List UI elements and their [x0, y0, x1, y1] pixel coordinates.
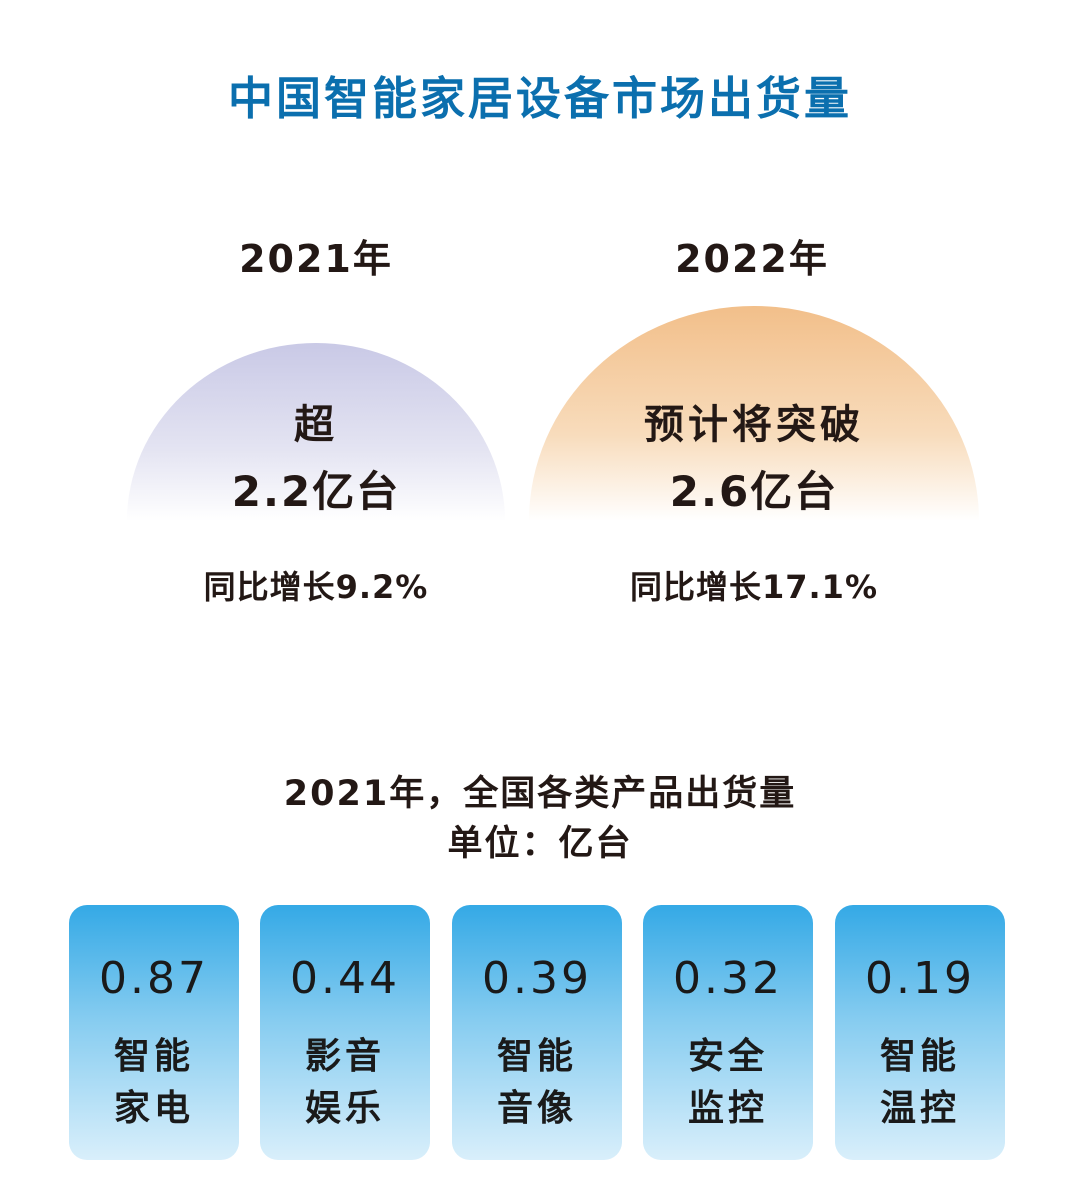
card-label-line: 安全	[687, 1036, 768, 1077]
growth-2022: 同比增长17.1%	[629, 568, 879, 606]
dome-2022-value: 2.6亿台	[669, 467, 839, 516]
card-smart-thermostat: 0.19 智能 温控	[835, 905, 1005, 1160]
card-label-line: 家电	[113, 1088, 194, 1129]
dome-2022-text: 预计将突破 2.6亿台	[529, 405, 979, 513]
card-label-line: 智能	[496, 1036, 577, 1077]
card-label-line: 影音	[304, 1036, 385, 1077]
card-value: 0.19	[865, 953, 975, 1004]
card-label-line: 智能	[113, 1036, 194, 1077]
card-label-line: 音像	[496, 1088, 577, 1129]
card-value: 0.39	[482, 953, 592, 1004]
dome-2021-text: 超 2.2亿台	[127, 405, 505, 513]
card-label: 安全 监控	[643, 1031, 813, 1135]
growth-2021: 同比增长9.2%	[203, 568, 429, 606]
card-security: 0.32 安全 监控	[643, 905, 813, 1160]
card-label: 智能 音像	[452, 1031, 622, 1135]
dome-2022-prefix: 预计将突破	[644, 402, 864, 448]
card-label: 智能 温控	[835, 1031, 1005, 1135]
card-label-line: 娱乐	[304, 1088, 385, 1129]
card-label: 影音 娱乐	[260, 1031, 430, 1135]
year-2022-label: 2022年	[675, 237, 829, 281]
card-smart-appliance: 0.87 智能 家电	[69, 905, 239, 1160]
card-label-line: 智能	[879, 1036, 960, 1077]
card-label-line: 监控	[687, 1088, 768, 1129]
dome-2021-value: 2.2亿台	[231, 467, 401, 516]
card-label: 智能 家电	[69, 1031, 239, 1135]
card-label-line: 温控	[879, 1088, 960, 1129]
breakdown-unit: 单位：亿台	[447, 824, 633, 864]
card-value: 0.44	[290, 953, 400, 1004]
dome-2021-prefix: 超	[294, 402, 338, 448]
card-smart-audio: 0.39 智能 音像	[452, 905, 622, 1160]
page-title: 中国智能家居设备市场出货量	[227, 72, 852, 125]
card-value: 0.87	[99, 953, 209, 1004]
year-2021-label: 2021年	[239, 237, 393, 281]
card-value: 0.32	[673, 953, 783, 1004]
card-av-entertainment: 0.44 影音 娱乐	[260, 905, 430, 1160]
breakdown-title: 2021年，全国各类产品出货量	[283, 774, 797, 814]
